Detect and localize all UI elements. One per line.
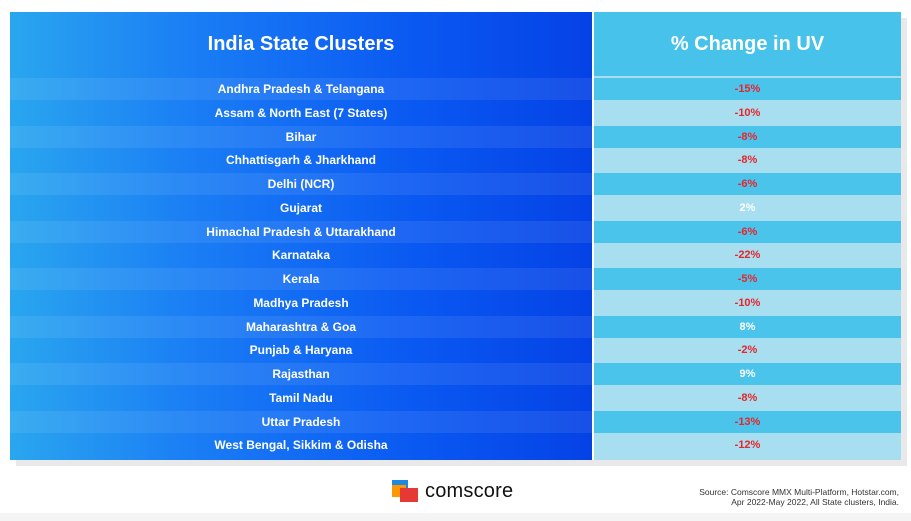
data-table: India State Clusters % Change in UV Andh… — [10, 12, 901, 460]
state-label: Chhattisgarh & Jharkhand — [225, 153, 377, 168]
header-change-in-uv: % Change in UV — [594, 12, 901, 76]
state-label: Tamil Nadu — [269, 390, 333, 405]
state-label: Gujarat — [279, 200, 322, 215]
state-label: Assam & North East (7 States) — [214, 105, 388, 120]
row-band — [10, 410, 592, 433]
state-label: Delhi (NCR) — [267, 177, 335, 191]
table-row: Kerala -5% — [10, 268, 901, 290]
value-cell-background — [594, 386, 901, 409]
value-cell-background — [594, 315, 901, 338]
change-value: -10% — [734, 106, 761, 119]
change-value: -15% — [734, 83, 761, 95]
change-value: 8% — [739, 320, 756, 333]
state-label: Andhra Pradesh & Telangana — [217, 82, 385, 96]
change-value: 9% — [739, 368, 756, 380]
source-line-2: Apr 2022-May 2022, All State clusters, I… — [731, 497, 899, 507]
table-row: Bihar -8% — [10, 125, 901, 148]
row-band — [10, 78, 592, 100]
row-band — [10, 173, 592, 195]
row-band — [10, 125, 592, 148]
change-value: -6% — [737, 178, 758, 190]
value-cell-background — [594, 363, 901, 385]
table-row: Karnataka -22% — [10, 244, 901, 267]
value-cell-background — [594, 339, 901, 362]
header-state-clusters: India State Clusters — [207, 32, 395, 55]
row-band — [10, 268, 592, 290]
change-value: -8% — [737, 130, 758, 143]
table-row: Gujarat 2% — [10, 196, 901, 219]
change-value: -22% — [734, 249, 761, 262]
value-cell-background — [594, 268, 901, 290]
value-cell-background — [594, 291, 901, 314]
table-row: West Bengal, Sikkim & Odisha -12% — [10, 434, 901, 457]
table-row: Punjab & Haryana -2% — [10, 339, 901, 362]
row-band — [10, 363, 592, 385]
state-label: Uttar Pradesh — [261, 414, 341, 429]
comscore-logo-icon — [392, 480, 418, 502]
table-row: Andhra Pradesh & Telangana -15% — [10, 78, 901, 100]
change-value: -12% — [734, 439, 761, 452]
value-cell-background — [594, 125, 901, 148]
row-band — [10, 220, 592, 243]
value-cell-background — [594, 244, 901, 267]
state-label: Karnataka — [271, 248, 331, 263]
state-label: Maharashtra & Goa — [245, 319, 357, 334]
state-label: Madhya Pradesh — [253, 295, 349, 310]
state-label: Bihar — [285, 129, 317, 144]
state-label: Punjab & Haryana — [249, 343, 353, 358]
table-row: Uttar Pradesh -13% — [10, 410, 901, 433]
table-row: Rajasthan 9% — [10, 363, 901, 385]
table-row: Himachal Pradesh & Uttarakhand -6% — [10, 220, 901, 243]
change-value: -2% — [737, 344, 758, 357]
value-cell-background — [594, 220, 901, 243]
bottom-band — [0, 513, 911, 521]
state-column-background — [10, 12, 592, 460]
table-row: Chhattisgarh & Jharkhand -8% — [10, 149, 901, 172]
change-value: 2% — [739, 201, 756, 214]
change-value: -8% — [737, 391, 758, 404]
value-cell-background — [594, 434, 901, 457]
change-value: -8% — [737, 154, 758, 167]
table-row: Maharashtra & Goa 8% — [10, 315, 901, 338]
state-label: Kerala — [282, 272, 320, 286]
change-value: -5% — [737, 273, 758, 285]
table-row: Delhi (NCR) -6% — [10, 173, 901, 195]
state-label: Himachal Pradesh & Uttarakhand — [206, 224, 396, 239]
value-cell-background — [594, 410, 901, 433]
value-cell-background — [594, 78, 901, 100]
table-row: Assam & North East (7 States) -10% — [10, 101, 901, 124]
value-cell-background — [594, 101, 901, 124]
state-label: West Bengal, Sikkim & Odisha — [214, 438, 388, 453]
comscore-logo: comscore — [392, 480, 522, 502]
value-cell-background — [594, 173, 901, 195]
source-note: Source: Comscore MMX Multi-Platform, Hot… — [699, 487, 899, 507]
source-line-1: Source: Comscore MMX Multi-Platform, Hot… — [699, 487, 899, 497]
comscore-wordmark: comscore — [425, 480, 514, 502]
table-row: Madhya Pradesh -10% — [10, 291, 901, 314]
change-value: -6% — [737, 225, 758, 238]
row-band — [10, 315, 592, 338]
table-row: Tamil Nadu -8% — [10, 386, 901, 409]
change-value: -13% — [734, 415, 761, 428]
value-cell-background — [594, 196, 901, 219]
change-value: -10% — [734, 296, 761, 309]
state-label: Rajasthan — [272, 367, 330, 381]
value-cell-background — [594, 149, 901, 172]
